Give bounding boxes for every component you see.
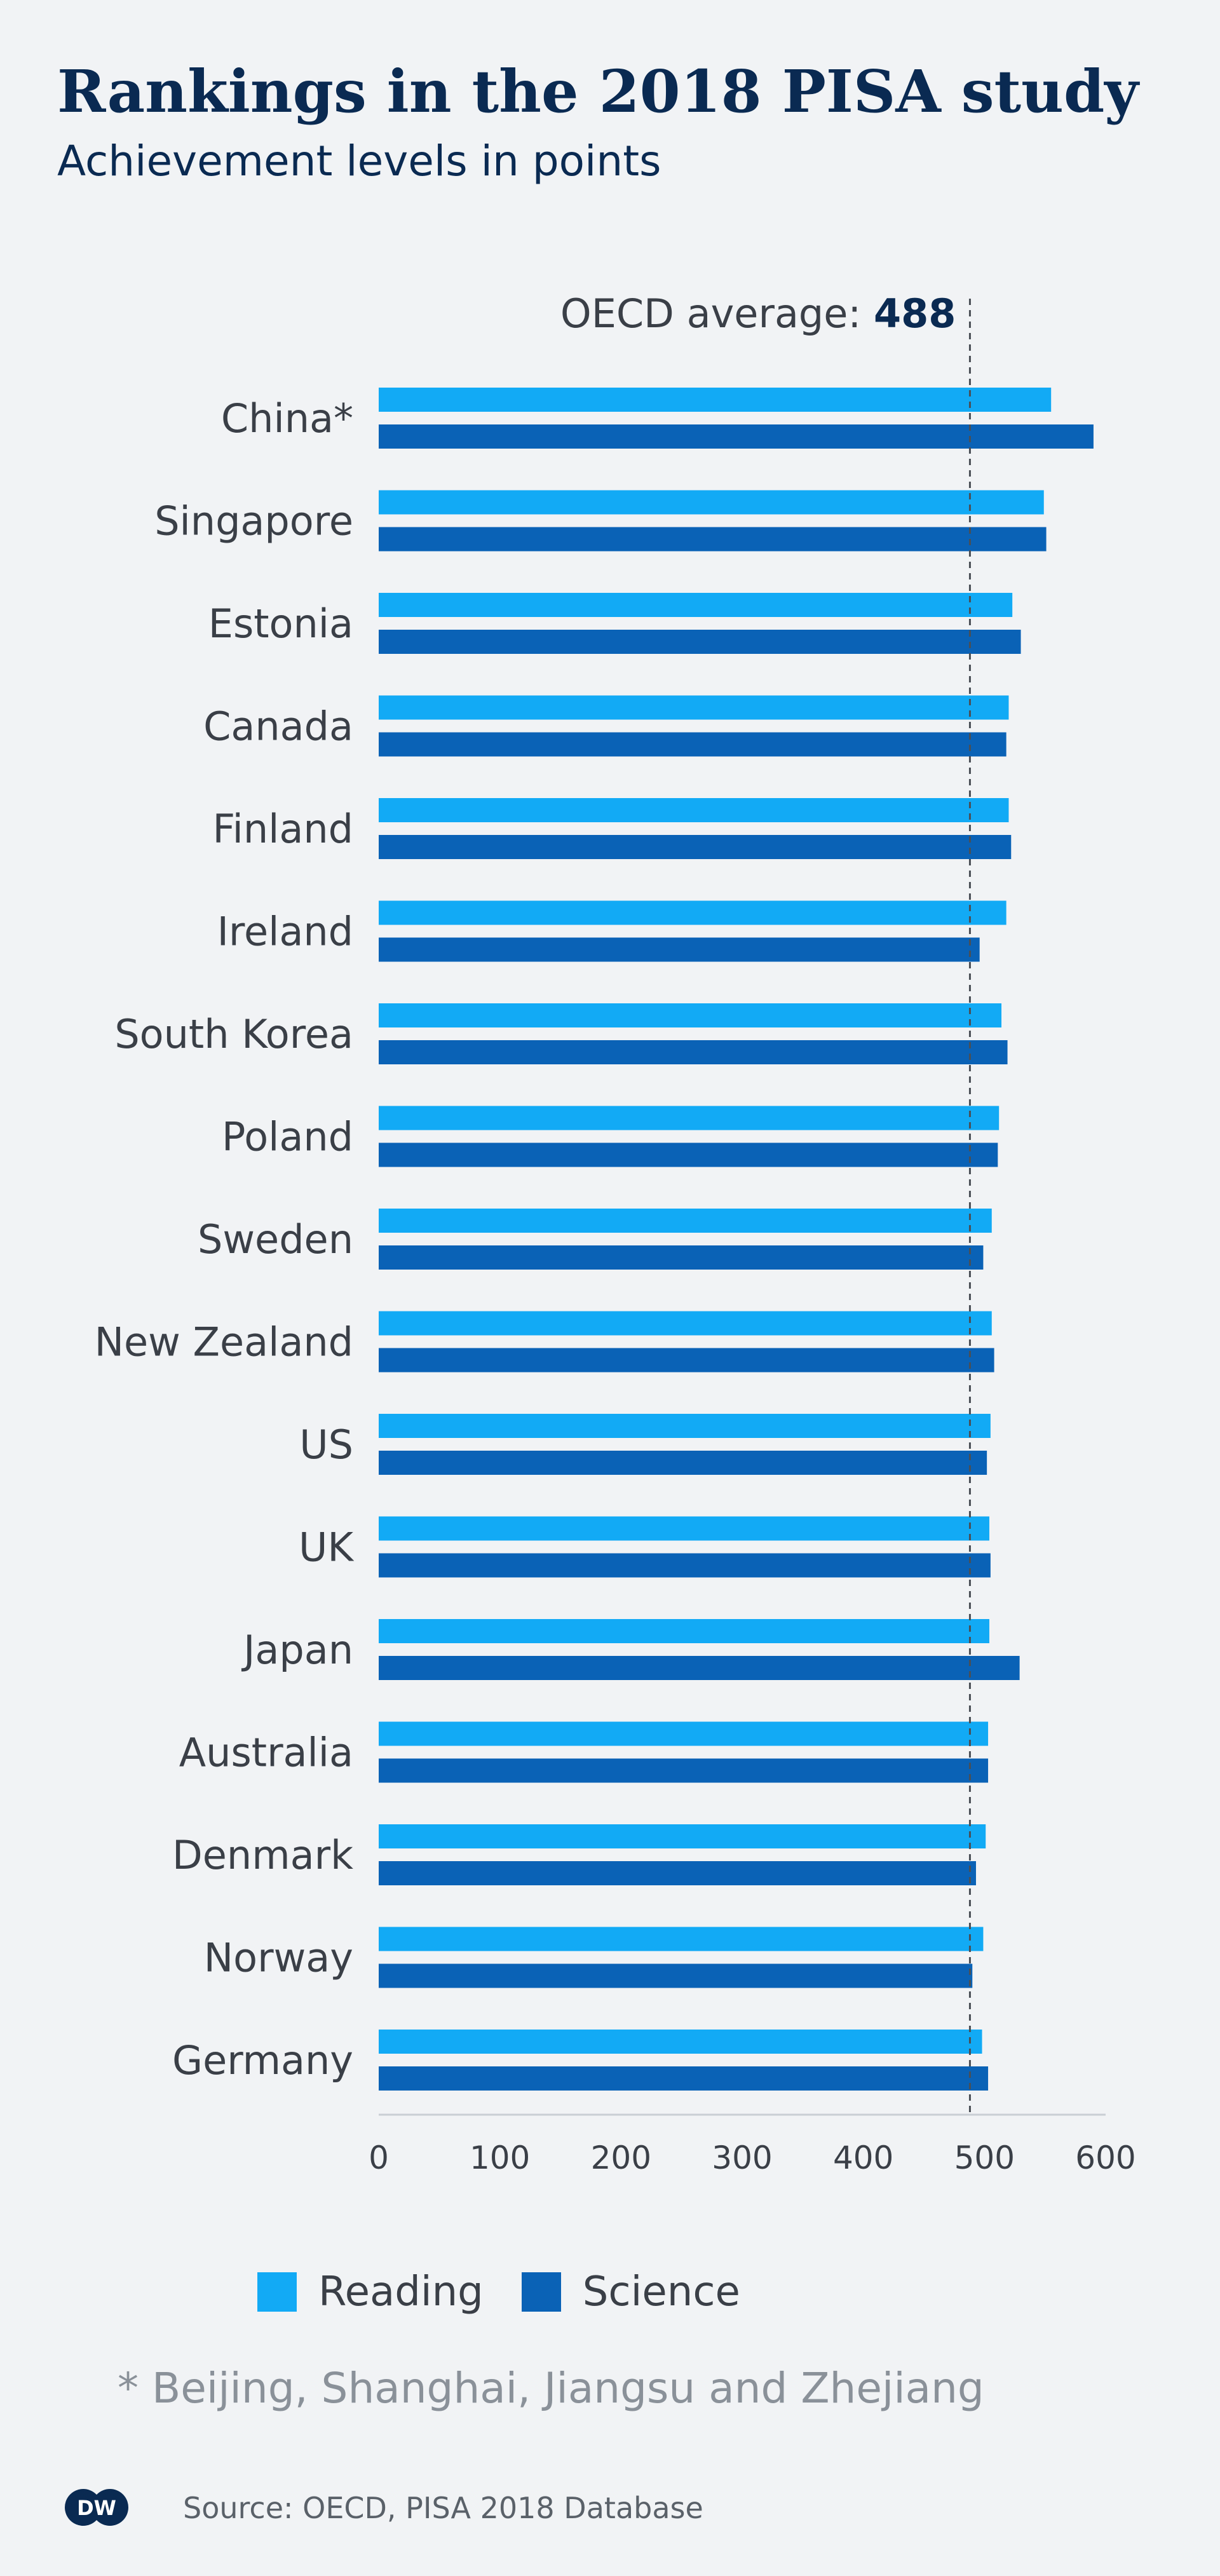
bar-science: [379, 424, 1094, 449]
bar-science: [379, 527, 1047, 552]
bar-reading: [379, 490, 1044, 515]
bar-reading: [379, 1721, 989, 1746]
dw-logo: DW: [65, 2489, 128, 2526]
bar-science: [379, 1142, 998, 1167]
legend-label-science: Science: [582, 2268, 740, 2315]
bar-reading: [379, 1311, 992, 1336]
source-note: Source: OECD, PISA 2018 Database: [183, 2491, 703, 2525]
category-label: Germany: [172, 2037, 353, 2084]
bar-science: [379, 937, 980, 962]
bar-science: [379, 630, 1021, 654]
bar-science: [379, 1451, 987, 1475]
bar-reading: [379, 1619, 989, 1643]
category-label: China*: [221, 395, 353, 442]
bar-reading: [379, 900, 1006, 925]
bar-science: [379, 1348, 994, 1373]
footnote: * Beijing, Shanghai, Jiangsu and Zhejian…: [118, 2364, 984, 2413]
bar-reading: [379, 1414, 991, 1438]
category-label: Singapore: [154, 498, 353, 545]
bar-reading: [379, 798, 1009, 822]
legend-swatch-science: [521, 2272, 561, 2312]
bar-science: [379, 1040, 1008, 1064]
bar-science: [379, 1861, 976, 1885]
x-tick-label: 200: [591, 2139, 651, 2176]
bar-reading: [379, 1106, 1000, 1130]
dw-logo-text: DW: [77, 2496, 116, 2520]
x-tick-label: 100: [470, 2139, 530, 2176]
chart-legend: Reading Science: [257, 2268, 778, 2315]
category-label: Canada: [203, 703, 353, 750]
bar-science: [379, 835, 1012, 859]
bar-reading: [379, 695, 1009, 720]
bar-science: [379, 1963, 973, 1988]
page-subtitle: Achievement levels in points: [57, 137, 661, 186]
legend-swatch-reading: [257, 2272, 297, 2312]
category-label: US: [299, 1421, 353, 1468]
category-label: UK: [299, 1524, 354, 1571]
x-tick-label: 400: [833, 2139, 893, 2176]
bar-reading: [379, 2030, 982, 2054]
bar-reading: [379, 1824, 986, 1848]
bar-reading: [379, 1516, 989, 1541]
category-label: Norway: [204, 1935, 353, 1981]
bar-reading: [379, 1927, 984, 1951]
bar-reading: [379, 593, 1013, 617]
bar-science: [379, 2066, 989, 2091]
bar-reading: [379, 1003, 1002, 1027]
x-tick-label: 600: [1075, 2139, 1135, 2176]
bar-science: [379, 1245, 984, 1270]
oecd-average-label: OECD average: 488: [560, 290, 956, 337]
x-tick-label: 300: [712, 2139, 772, 2176]
bar-reading: [379, 1209, 992, 1233]
category-label: Ireland: [217, 909, 353, 955]
bar-reading: [379, 388, 1052, 412]
legend-item-science: Science: [521, 2268, 740, 2315]
legend-item-reading: Reading: [257, 2268, 484, 2315]
bar-science: [379, 1656, 1020, 1680]
category-label: Poland: [222, 1114, 353, 1160]
bar-science: [379, 1553, 991, 1578]
x-tick-label: 0: [369, 2139, 389, 2176]
category-label: Finland: [212, 806, 353, 852]
category-label: South Korea: [114, 1011, 353, 1057]
category-label: Sweden: [198, 1216, 353, 1263]
category-label: New Zealand: [95, 1319, 353, 1366]
page-title: Rankings in the 2018 PISA study: [57, 57, 1139, 126]
x-tick-label: 500: [954, 2139, 1015, 2176]
category-label: Australia: [179, 1730, 353, 1776]
category-label: Denmark: [172, 1832, 353, 1878]
legend-label-reading: Reading: [318, 2268, 484, 2315]
bar-science: [379, 1758, 989, 1783]
bar-chart: China* Singapore Estonia Canada Finland Irela…: [95, 290, 1136, 2176]
category-label: Japan: [241, 1627, 353, 1673]
bar-science: [379, 732, 1006, 757]
category-label: Estonia: [208, 600, 353, 647]
